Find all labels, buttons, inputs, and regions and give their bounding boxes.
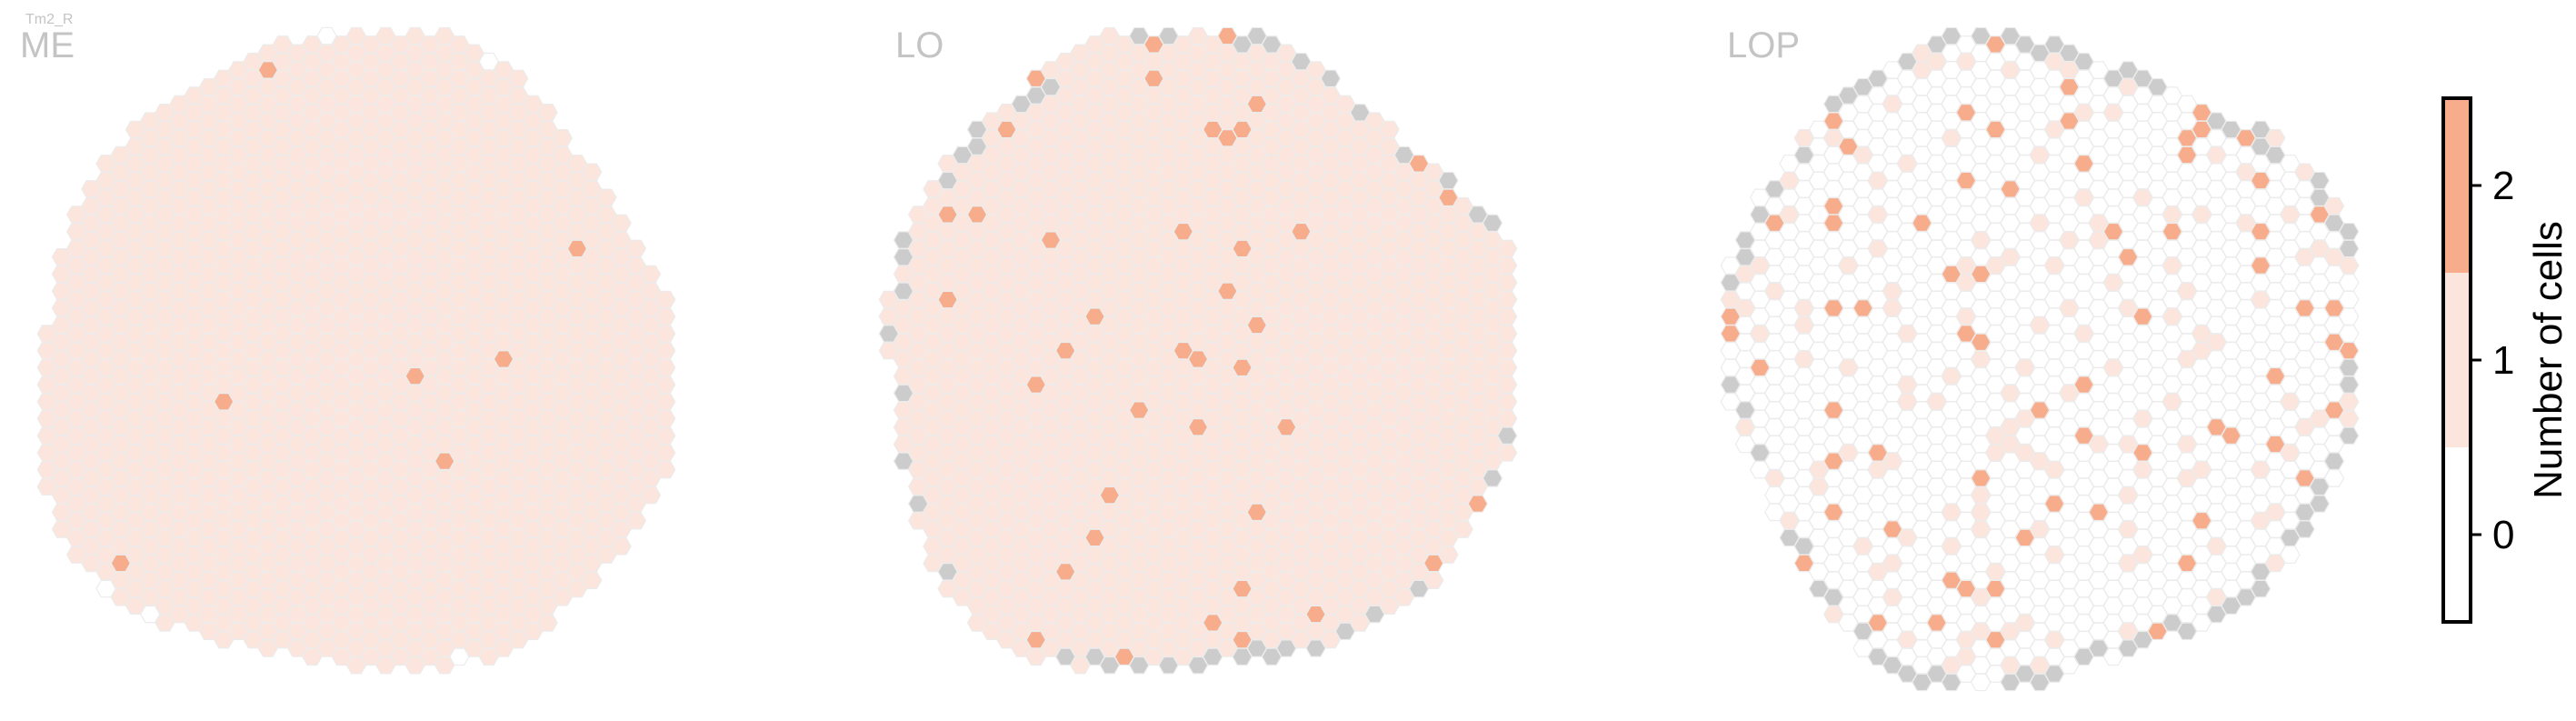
colorbar-tick-label-1: 1 <box>2492 338 2514 383</box>
hex-cell <box>654 341 676 360</box>
hex-cell <box>2323 452 2345 470</box>
hex-cell <box>581 163 603 181</box>
hex-cell <box>552 129 574 147</box>
panel-me: ME <box>20 25 676 675</box>
hex-cell <box>654 358 676 377</box>
hex-cell <box>1496 274 1518 292</box>
hex-cells-lo <box>878 26 1518 675</box>
hex-cell <box>640 265 662 284</box>
hex-cell <box>611 214 632 233</box>
hex-cell <box>2338 239 2360 258</box>
hex-cell <box>1496 325 1518 343</box>
hex-cell <box>2309 495 2331 513</box>
hex-cell <box>1496 376 1518 394</box>
hex-cell <box>1467 495 1489 513</box>
hex-cell <box>2338 393 2360 411</box>
hex-cell <box>537 103 558 122</box>
hex-cells-me <box>36 26 676 675</box>
hex-cell <box>625 511 647 530</box>
hex-cell <box>654 460 676 479</box>
hex-cell <box>2309 171 2331 190</box>
hex-cell <box>2338 290 2360 309</box>
hex-cell <box>654 290 676 309</box>
hex-cell <box>1496 409 1518 428</box>
hex-cell <box>1423 571 1444 589</box>
hex-cell <box>1496 256 1518 275</box>
panel-title-lop: LOP <box>1727 25 1800 65</box>
hex-cell <box>640 486 662 505</box>
hex-cell <box>1438 546 1459 564</box>
hex-cell <box>2338 274 2360 292</box>
hex-cell <box>2338 409 2360 428</box>
hex-cell <box>507 69 529 88</box>
hex-cell <box>1320 69 1342 88</box>
hex-cell <box>654 444 676 462</box>
panel-title-me: ME <box>20 25 75 65</box>
hex-cell <box>654 376 676 394</box>
colorbar-label: Number of cells <box>2526 221 2571 499</box>
hex-cell <box>1496 426 1518 445</box>
hex-cells-lop <box>1720 26 2360 692</box>
panel-lop: LOP <box>1720 25 2360 692</box>
hex-cell <box>625 239 647 258</box>
hex-cell <box>1496 341 1518 360</box>
hex-cell <box>611 537 632 556</box>
hex-cell <box>2264 129 2286 147</box>
hex-cell <box>1453 520 1473 538</box>
hex-cell <box>596 188 617 207</box>
hex-cell <box>2294 520 2315 538</box>
hex-cell <box>1496 290 1518 309</box>
hex-cell <box>2338 256 2360 275</box>
hex-cell <box>2338 341 2360 360</box>
hex-cell <box>1438 171 1459 190</box>
hex-cell <box>1379 120 1400 139</box>
hex-cell <box>1482 469 1503 487</box>
hex-cell <box>581 571 603 589</box>
hex-cell <box>1496 239 1518 258</box>
hex-cell <box>1496 358 1518 377</box>
colorbar-tick-label-2: 2 <box>2492 164 2514 208</box>
hex-cell <box>654 393 676 411</box>
hex-cell <box>2338 426 2360 445</box>
hex-cell <box>2280 546 2301 564</box>
hex-cell <box>2250 579 2271 598</box>
colorbar-segment-2 <box>2443 98 2471 273</box>
hex-cell <box>654 325 676 343</box>
colorbar-tick-label-0: 0 <box>2492 513 2514 557</box>
hex-cell <box>2323 196 2345 215</box>
hex-cell <box>654 426 676 445</box>
colorbar-segment-1 <box>2443 273 2471 447</box>
hex-cell <box>654 307 676 325</box>
figure-title: Tm2_R <box>25 12 73 27</box>
panel-lo: LO <box>878 25 1518 675</box>
colorbar-segment-0 <box>2443 447 2471 622</box>
hex-cell <box>2338 325 2360 343</box>
hex-cell <box>2338 222 2360 241</box>
hex-cell <box>1496 444 1518 462</box>
hex-cell <box>654 409 676 428</box>
hex-cell <box>2338 307 2360 325</box>
hex-cell <box>1496 307 1518 325</box>
hex-cell <box>2323 469 2345 487</box>
hex-cell <box>537 614 558 632</box>
hex-cell <box>2338 376 2360 394</box>
hex-cell <box>1482 214 1503 233</box>
panel-title-lo: LO <box>895 25 944 65</box>
hex-cell <box>2338 358 2360 377</box>
colorbar: 2 1 0 Number of cells <box>2441 96 2571 624</box>
hex-cell <box>1496 393 1518 411</box>
